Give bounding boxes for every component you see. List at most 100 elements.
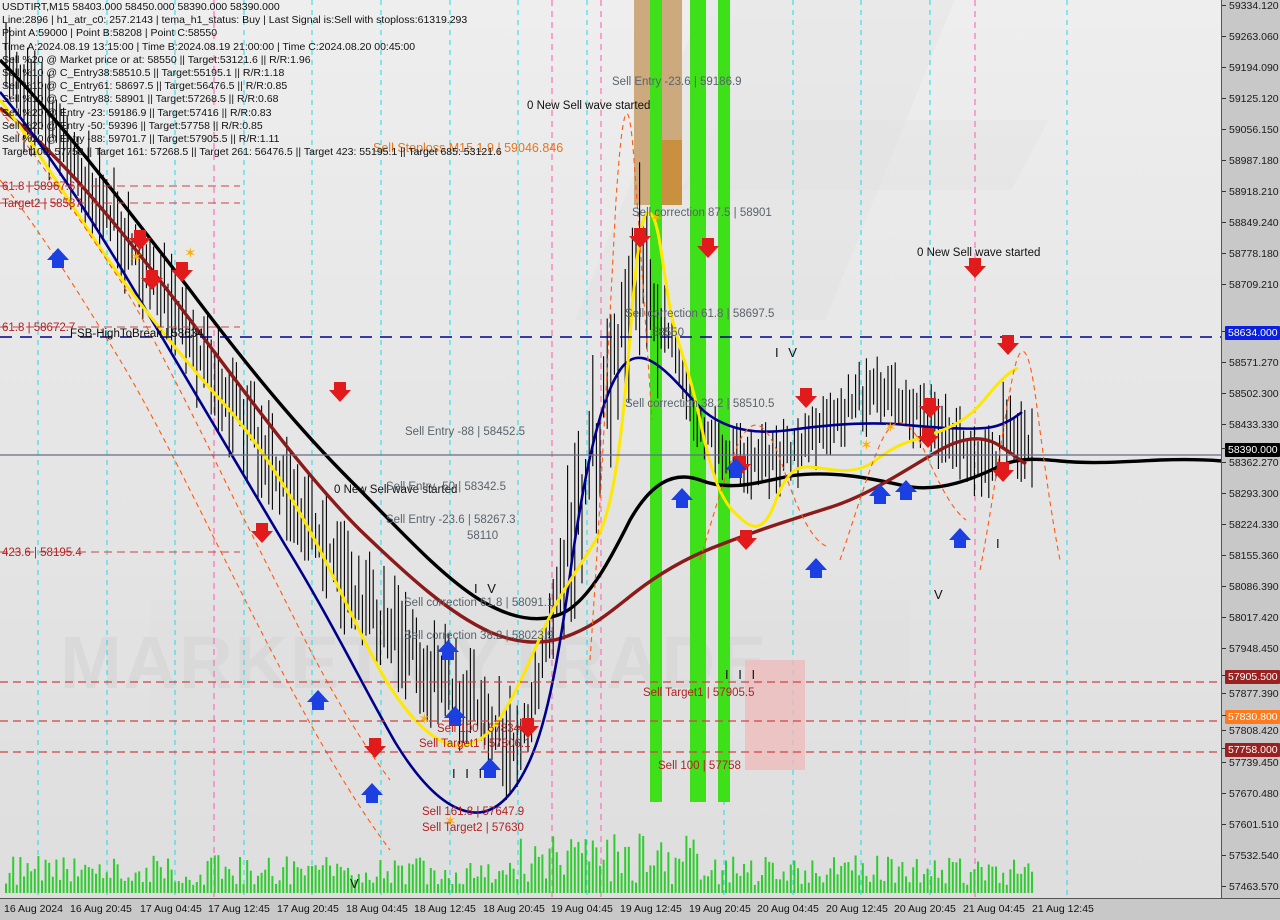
price-tick-26: 57758.000 xyxy=(1222,743,1280,757)
tick-mark xyxy=(1222,693,1226,694)
header-line-8: Sell %20 @ Entry -23: 59186.9 || Target:… xyxy=(2,106,272,119)
sell-arrow-icon xyxy=(964,258,986,278)
fractal-star-icon: ✶ xyxy=(418,711,431,728)
time-tick-11: 20 Aug 04:45 xyxy=(757,903,819,915)
buy-arrow-icon xyxy=(307,690,329,710)
tick-mark xyxy=(1222,253,1226,254)
annotation-sell-entry-236-58267: Sell Entry -23.6 | 58267.3 xyxy=(386,514,516,526)
tick-mark xyxy=(1222,160,1226,161)
tick-mark xyxy=(1222,648,1226,649)
price-tick-label: 58709.210 xyxy=(1229,279,1279,291)
price-tick-24: 57830.800 xyxy=(1222,710,1280,724)
tick-mark xyxy=(1222,424,1226,425)
tick-mark xyxy=(1222,5,1226,6)
buy-arrow-icon xyxy=(437,640,459,660)
price-tick-20: 58017.420 xyxy=(1222,612,1280,624)
tick-mark xyxy=(1222,284,1226,285)
price-tick-29: 57601.510 xyxy=(1222,819,1280,831)
sell-arrow-icon xyxy=(517,718,539,738)
price-tick-label: 57601.510 xyxy=(1229,819,1279,831)
tick-mark xyxy=(1222,98,1226,99)
annotation-roman-iii: I I I xyxy=(725,667,759,682)
price-tick-8: 58778.180 xyxy=(1222,248,1280,260)
header-line-0: USDTIRT,M15 58403.000 58450.000 58390.00… xyxy=(2,1,280,13)
price-tick-5: 58987.180 xyxy=(1222,155,1280,167)
chart-plot-area[interactable]: MARKETMYTRADE xyxy=(0,0,1222,898)
tick-mark xyxy=(1222,675,1226,676)
annotation-sell-entry-236-59186: Sell Entry -23.6 | 59186.9 xyxy=(612,76,742,88)
time-tick-13: 20 Aug 20:45 xyxy=(894,903,956,915)
time-tick-15: 21 Aug 12:45 xyxy=(1032,903,1094,915)
price-tick-label: 59194.090 xyxy=(1229,62,1279,74)
time-tick-5: 18 Aug 04:45 xyxy=(346,903,408,915)
price-tick-2: 59194.090 xyxy=(1222,62,1280,74)
price-tick-label: 59263.060 xyxy=(1229,31,1279,43)
annotation-fib-618-58967: 61.8 | 58967.6 xyxy=(2,181,76,193)
buy-arrow-icon xyxy=(869,484,891,504)
annotation-sell-entry-50-58342: Sell Entry -50 | 58342.5 xyxy=(386,481,506,493)
price-tick-label: 58778.180 xyxy=(1229,248,1279,260)
annotation-roman-v-bottom: V xyxy=(350,876,362,891)
price-tick-label: 57739.450 xyxy=(1229,757,1279,769)
time-axis[interactable]: 16 Aug 2024 16 Aug 20:45 17 Aug 04:45 17 Au… xyxy=(0,898,1280,920)
price-tick-label: 59125.120 xyxy=(1229,93,1279,105)
time-tick-3: 17 Aug 12:45 xyxy=(208,903,270,915)
buy-arrow-icon xyxy=(361,783,383,803)
tick-mark xyxy=(1222,362,1226,363)
buy-arrow-icon xyxy=(479,758,501,778)
fractal-star-icon: ✶ xyxy=(444,813,457,830)
time-tick-10: 19 Aug 20:45 xyxy=(689,903,751,915)
buy-arrow-icon xyxy=(949,528,971,548)
sell-arrow-icon xyxy=(141,270,163,290)
sell-arrow-icon xyxy=(251,523,273,543)
buy-arrow-icon xyxy=(671,488,693,508)
price-tick-label: 57948.450 xyxy=(1229,643,1279,655)
annotation-sell-entry-88-58452: Sell Entry -88 | 58452.5 xyxy=(405,426,525,438)
buy-arrow-icon xyxy=(805,558,827,578)
annotation-fsb-hightobreak: FSB-HighToBreak | 58634 xyxy=(70,328,204,340)
tick-mark xyxy=(1222,393,1226,394)
annotation-sell-correction-618-58091: Sell correction 61.8 | 58091.1 xyxy=(404,597,554,609)
time-tick-4: 17 Aug 20:45 xyxy=(277,903,339,915)
fractal-star-icon: ✶ xyxy=(860,437,873,454)
annotation-sell-target1-57806: Sell Target1 | 57806.1 xyxy=(419,738,531,750)
annotation-new-sell-wave-3: 0 New Sell wave started xyxy=(334,484,458,496)
tick-mark xyxy=(1222,586,1226,587)
tick-mark xyxy=(1222,793,1226,794)
sell-arrow-icon xyxy=(997,335,1019,355)
tick-mark xyxy=(1222,129,1226,130)
buy-arrow-icon xyxy=(725,458,747,478)
sell-arrow-icon xyxy=(917,428,939,448)
fractal-star-icon: ✶ xyxy=(184,245,197,262)
annotation-sell-100-57758: Sell 100 | 57758 xyxy=(658,760,741,772)
price-tick-label: 57758.000 xyxy=(1225,743,1280,757)
time-tick-0: 16 Aug 2024 xyxy=(4,903,63,915)
annotation-roman-v-right: V xyxy=(934,587,946,602)
time-tick-6: 18 Aug 12:45 xyxy=(414,903,476,915)
price-tick-label: 58017.420 xyxy=(1229,612,1279,624)
header-line-1: Line:2896 | h1_atr_c0: 257.2143 | tema_h… xyxy=(2,14,468,27)
sell-arrow-icon xyxy=(697,238,719,258)
price-tick-label: 58571.270 xyxy=(1229,357,1279,369)
buy-arrow-icon xyxy=(47,248,69,268)
annotation-sell-correction-382-58510: Sell correction 38.2 | 58510.5 xyxy=(625,398,775,410)
annotation-sell-correction-618: Sell correction 61.8 | 58697.5 xyxy=(625,308,775,320)
tick-mark xyxy=(1222,524,1226,525)
price-axis[interactable]: 59334.120 59263.060 59194.090 59125.120 5905… xyxy=(1221,0,1280,898)
price-tick-22: 57905.500 xyxy=(1222,670,1280,684)
session-band-tan-2 xyxy=(662,0,682,140)
header-line-6: Sell %10 @ C_Entry61: 58697.5 || Target:… xyxy=(2,80,288,93)
price-tick-label: 57808.420 xyxy=(1229,725,1279,737)
price-tick-label: 57463.570 xyxy=(1229,881,1279,893)
price-tick-14: 58390.000 xyxy=(1222,443,1280,457)
session-band-green-1 xyxy=(650,0,662,802)
annotation-price-58550: 58550 xyxy=(652,327,684,339)
price-tick-25: 57808.420 xyxy=(1222,725,1280,737)
price-tick-17: 58224.330 xyxy=(1222,519,1280,531)
price-tick-label: 58987.180 xyxy=(1229,155,1279,167)
header-line-3: Time A:2024.08.19 13:15:00 | Time B:2024… xyxy=(2,40,416,53)
time-tick-1: 16 Aug 20:45 xyxy=(70,903,132,915)
sell-arrow-icon xyxy=(364,738,386,758)
price-tick-3: 59125.120 xyxy=(1222,93,1280,105)
header-line-7: Sell %10 @ C_Entry88: 58901 || Target:57… xyxy=(2,93,279,106)
